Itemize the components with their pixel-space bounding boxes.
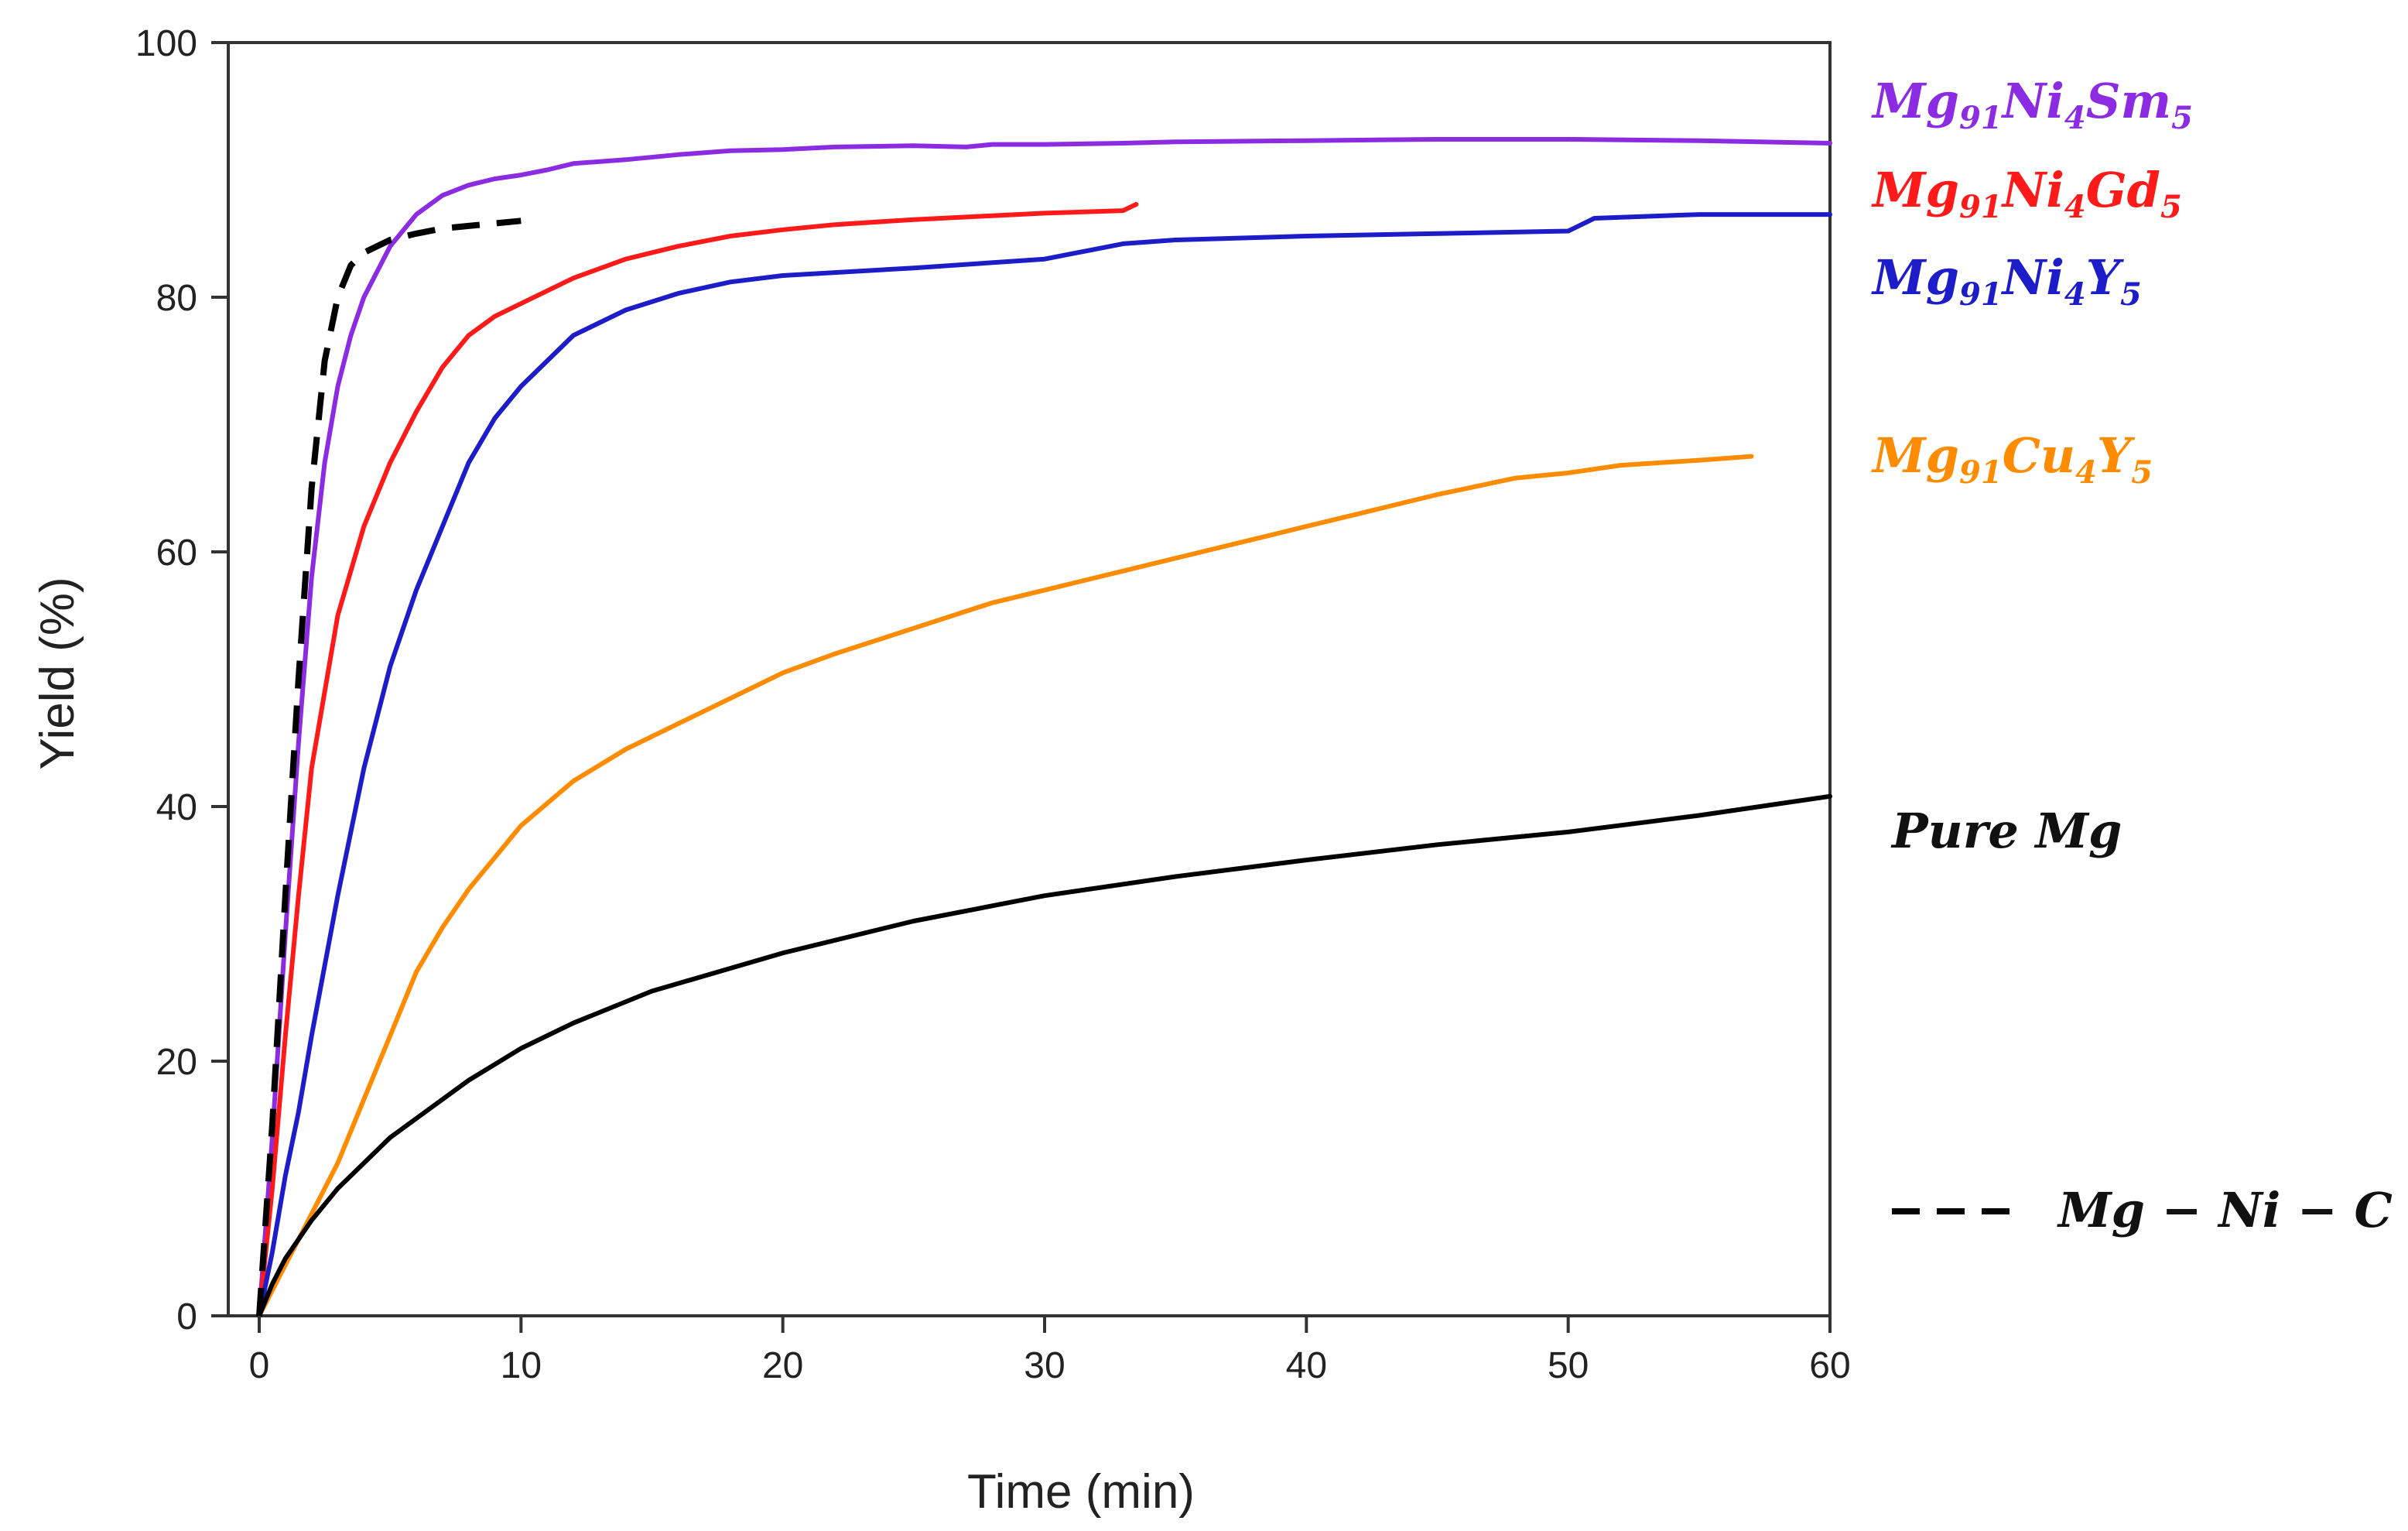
x-tick-label: 10: [501, 1345, 542, 1386]
x-axis: 0 10 20 30 40 50 60: [249, 1316, 1851, 1386]
legend-item-5: Mg − Ni − C: [1892, 1182, 2393, 1238]
legend-item-2: Mg91Ni4Y5: [1871, 249, 2142, 313]
legend-label-2: Mg91Ni4Y5: [1871, 249, 2142, 313]
legend-label-4: Pure Mg: [1890, 803, 2122, 859]
legend-label-1: Mg91Ni4Gd5: [1871, 162, 2182, 225]
y-tick-label: 80: [156, 278, 197, 319]
series-line-0: [257, 137, 1832, 1318]
series-line-3: [257, 454, 1754, 1318]
y-tick-label: 100: [135, 23, 197, 64]
series-layer: [256, 137, 1832, 1318]
x-axis-title: Time (min): [967, 1465, 1195, 1519]
y-tick-label: 20: [156, 1042, 197, 1083]
legend-item-1: Mg91Ni4Gd5: [1871, 162, 2182, 225]
series-line-5: [256, 217, 522, 1317]
legend-item-4: Pure Mg: [1890, 803, 2122, 859]
legend-item-3: Mg91Cu4Y5: [1871, 427, 2153, 491]
series-line-4: [257, 793, 1832, 1318]
x-tick-label: 40: [1286, 1345, 1327, 1386]
legend-item-0: Mg91Ni4Sm5: [1871, 73, 2193, 136]
legend-label-3: Mg91Cu4Y5: [1871, 427, 2153, 491]
y-tick-label: 0: [176, 1296, 197, 1337]
y-tick-label: 60: [156, 533, 197, 574]
x-tick-label: 50: [1548, 1345, 1589, 1386]
x-tick-label: 60: [1809, 1345, 1850, 1386]
plot-area-frame: [227, 41, 1832, 1317]
y-tick-label: 40: [156, 787, 197, 828]
y-axis: 0 20 40 60 80 100: [135, 23, 228, 1337]
x-tick-label: 30: [1024, 1345, 1065, 1386]
legend-label-5: Mg − Ni − C: [2057, 1182, 2393, 1238]
y-axis-title: Yield (%): [31, 577, 84, 769]
x-tick-label: 20: [762, 1345, 803, 1386]
legend-label-0: Mg91Ni4Sm5: [1871, 73, 2193, 136]
series-line-1: [257, 201, 1139, 1318]
legend: Mg91Ni4Sm5 Mg91Ni4Gd5 Mg91Ni4Y5 Mg91Cu4Y5 Pu…: [1871, 73, 2393, 1238]
x-tick-label: 0: [249, 1345, 270, 1386]
series-line-2: [257, 212, 1832, 1318]
